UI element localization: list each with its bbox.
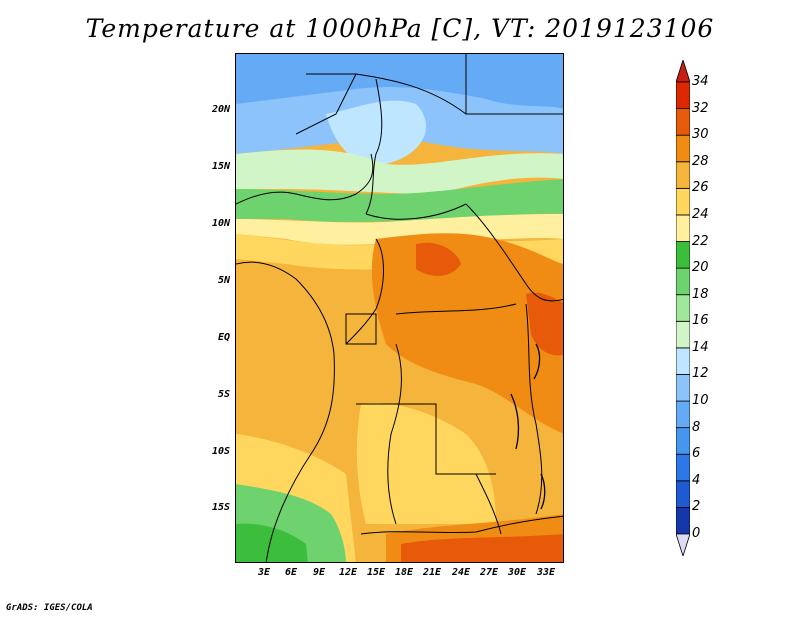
colorbar-segment <box>676 427 690 455</box>
lon-label-30e: 30E <box>507 567 527 578</box>
colorbar-segment <box>676 453 690 482</box>
colorbar <box>676 60 690 556</box>
chart-title: Temperature at 1000hPa [C], VT: 20191231… <box>85 14 715 43</box>
colorbar-tick-label: 10 <box>692 393 709 409</box>
colorbar-tick-label: 8 <box>692 419 701 435</box>
lon-label-21e: 21E <box>422 567 442 578</box>
temperature-map <box>235 53 564 563</box>
colorbar-tick-label: 14 <box>692 339 709 355</box>
colorbar-bottom-arrow <box>676 533 690 556</box>
lon-label-18e: 18E <box>394 567 414 578</box>
lon-label-6e: 6E <box>284 567 298 578</box>
lat-label-15s: 15S <box>211 502 230 513</box>
lon-label-15e: 15E <box>366 567 386 578</box>
colorbar-segment <box>676 187 690 216</box>
lon-label-3e: 3E <box>257 567 271 578</box>
lon-label-33e: 33E <box>536 567 556 578</box>
lat-label-15n: 15N <box>211 161 230 172</box>
colorbar-segment <box>676 81 690 109</box>
map-field <box>236 54 563 562</box>
colorbar-segment <box>676 241 690 269</box>
colorbar-tick-label: 16 <box>692 313 709 329</box>
credit-label: GrADS: IGES/COLA <box>6 603 93 613</box>
colorbar-tick-label: 2 <box>692 499 701 515</box>
colorbar-segment <box>676 480 690 508</box>
colorbar-tick-label: 26 <box>692 180 709 196</box>
lat-label-10s: 10S <box>211 446 230 457</box>
colorbar-tick-label: 28 <box>692 153 709 169</box>
lon-label-27e: 27E <box>479 567 499 578</box>
colorbar-segment <box>676 507 690 535</box>
colorbar-tick-label: 18 <box>692 286 709 302</box>
colorbar-tick-label: 22 <box>692 233 709 249</box>
lon-label-24e: 24E <box>451 567 471 578</box>
colorbar-segment <box>676 134 690 163</box>
lat-label-20n: 20N <box>211 104 230 115</box>
colorbar-segment <box>676 161 690 189</box>
lon-label-9e: 9E <box>312 567 326 578</box>
colorbar-tick-label: 4 <box>692 472 701 488</box>
colorbar-tick-label: 34 <box>692 74 709 89</box>
colorbar-tick-label: 12 <box>692 366 709 382</box>
colorbar-segment <box>676 108 690 136</box>
lon-label-12e: 12E <box>338 567 358 578</box>
lat-label-10n: 10N <box>211 218 230 229</box>
colorbar-segment <box>676 320 690 349</box>
colorbar-segment <box>676 214 690 242</box>
colorbar-tick-label: 30 <box>692 127 709 143</box>
colorbar-tick-label: 32 <box>692 100 709 116</box>
colorbar-segment <box>676 374 690 402</box>
colorbar-tick-label: 24 <box>692 206 709 222</box>
colorbar-tick-label: 20 <box>692 260 709 276</box>
lat-label-5n: 5N <box>217 275 230 286</box>
colorbar-segment <box>676 294 690 322</box>
colorbar-tick-label: 0 <box>692 526 701 541</box>
colorbar-tick-label: 6 <box>692 446 701 462</box>
colorbar-segment <box>676 347 690 375</box>
colorbar-segment <box>676 400 690 429</box>
lat-label-5s: 5S <box>217 389 230 400</box>
lat-label-eq: EQ <box>217 332 230 343</box>
colorbar-segment <box>676 267 690 296</box>
colorbar-top-arrow <box>676 60 690 83</box>
